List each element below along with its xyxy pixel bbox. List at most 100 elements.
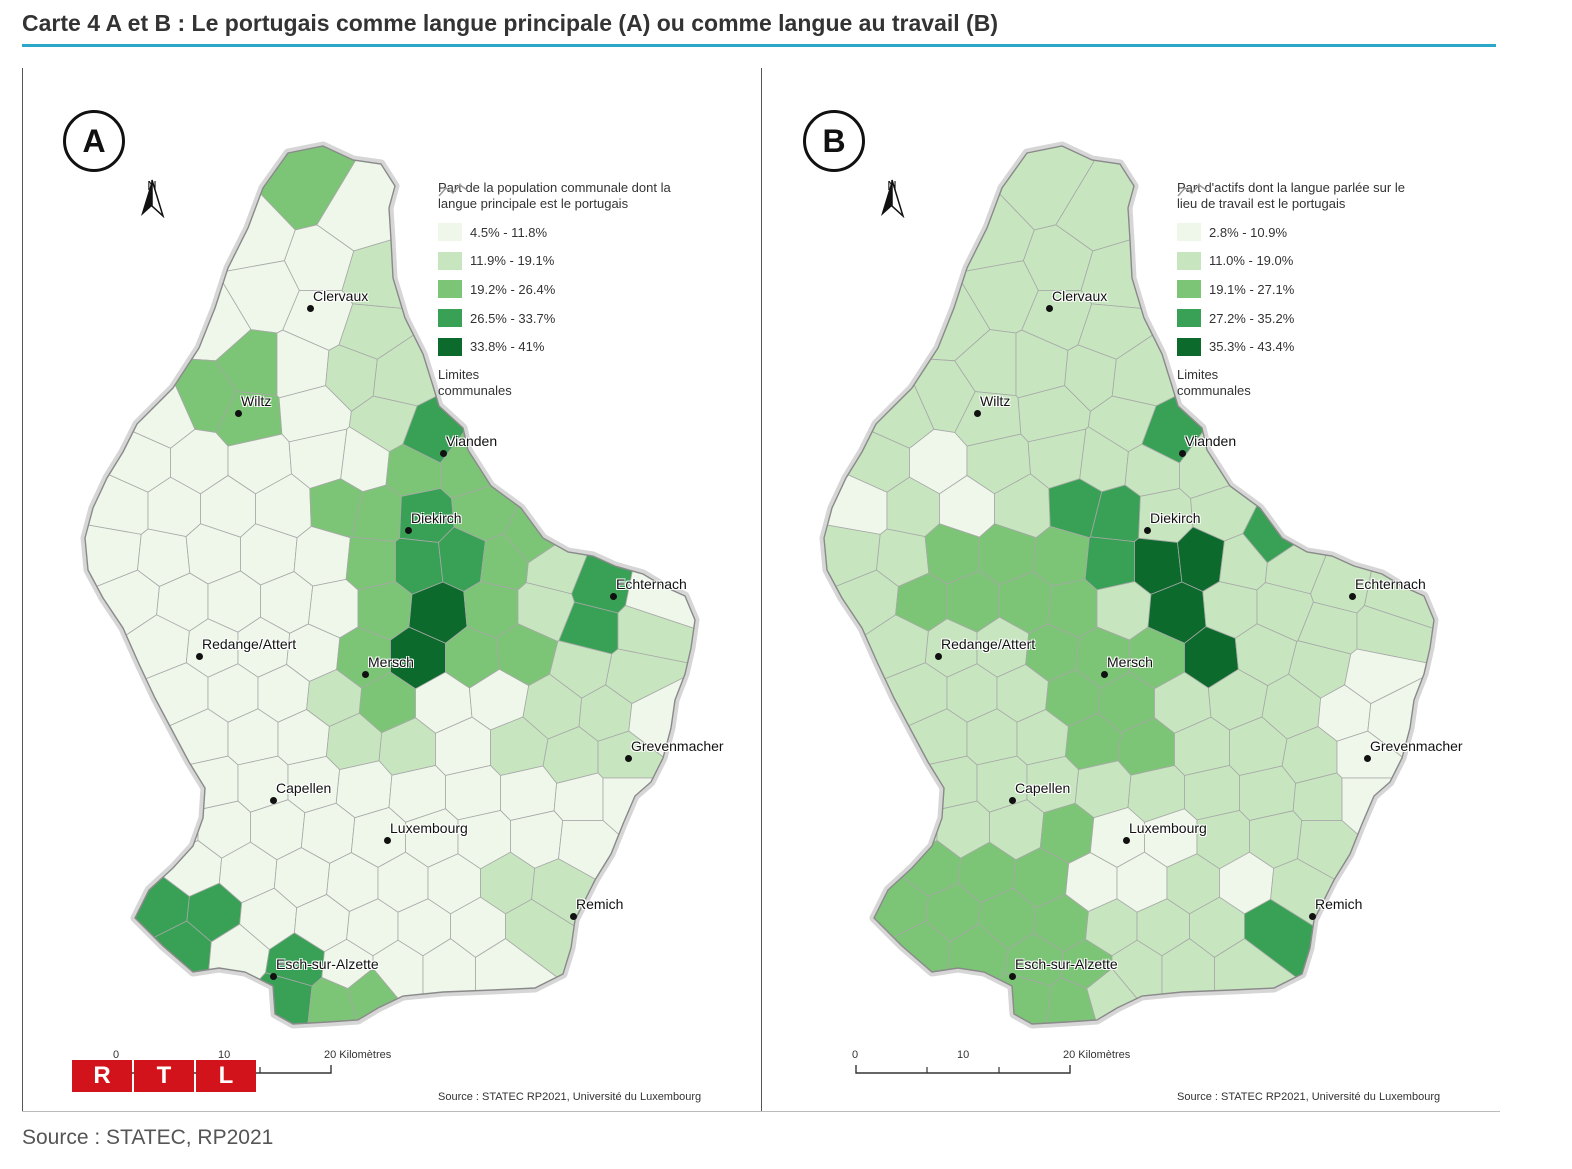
- commune-area: [1184, 765, 1240, 821]
- commune-area: [445, 765, 501, 821]
- rtl-logo-tile: R: [72, 1060, 132, 1092]
- commune-boundary-icon: [438, 183, 468, 197]
- legend-swatch: [438, 309, 462, 328]
- city-marker: [234, 409, 242, 417]
- frame-left-border: [22, 68, 23, 1112]
- legend-limits-label-b: Limites communales: [1177, 366, 1251, 398]
- city-marker: [1178, 449, 1186, 457]
- city-label: Wiltz: [980, 393, 1011, 409]
- city-label: Mersch: [1107, 654, 1153, 670]
- legend-label: 2.8% - 10.9%: [1209, 224, 1288, 240]
- legend-a: Part de la population communale dont la …: [438, 180, 688, 399]
- city-marker: [1008, 972, 1016, 980]
- city-marker: [1143, 526, 1151, 534]
- legend-limits-label-a: Limites communales: [438, 366, 512, 398]
- city-marker: [624, 754, 632, 762]
- legend-class: 11.9% - 19.1%: [438, 247, 688, 276]
- city-label: Redange/Attert: [941, 636, 1036, 652]
- legend-swatch: [1177, 337, 1201, 356]
- north-arrow-b: N: [877, 178, 907, 218]
- legend-rows-b: 2.8% - 10.9% 11.0% - 19.0% 19.1% - 27.1% 27…: [1177, 218, 1427, 361]
- legend-b: Part d'actifs dont la langue parlée sur …: [1177, 180, 1427, 399]
- city-label: Esch-sur-Alzette: [1015, 956, 1118, 972]
- city-marker: [1100, 670, 1108, 678]
- frame-divider: [761, 68, 762, 1112]
- legend-swatch: [438, 251, 462, 270]
- city-marker: [439, 449, 447, 457]
- legend-class: 2.8% - 10.9%: [1177, 218, 1427, 247]
- city-marker: [383, 836, 391, 844]
- legend-label: 19.1% - 27.1%: [1209, 281, 1295, 297]
- frame-bottom-border: [22, 1111, 1500, 1112]
- map-panel-a: A N Part de la population communale dont…: [23, 68, 761, 1110]
- map-source-a: Source : STATEC RP2021, Université du Lu…: [438, 1091, 702, 1103]
- city-label: Grevenmacher: [1370, 738, 1463, 754]
- legend-label: 11.0% - 19.0%: [1209, 253, 1294, 269]
- legend-swatch: [1177, 223, 1201, 242]
- city-label: Remich: [576, 896, 624, 912]
- city-label: Echternach: [616, 576, 687, 592]
- legend-swatch: [1177, 251, 1201, 270]
- map-b-svg: [819, 141, 1439, 1074]
- country-border: [84, 145, 696, 1025]
- city-label: Wiltz: [241, 393, 272, 409]
- legend-class: 11.0% - 19.0%: [1177, 247, 1427, 276]
- legend-swatch: [1177, 309, 1201, 328]
- city-label: Capellen: [1015, 780, 1071, 796]
- legend-label: 26.5% - 33.7%: [470, 310, 556, 326]
- commune-boundary-icon: [1177, 183, 1207, 197]
- city-label: Luxembourg: [390, 820, 468, 836]
- scale-tick-10-b: 10: [957, 1049, 970, 1061]
- city-marker: [569, 912, 577, 920]
- city-marker: [1363, 754, 1371, 762]
- north-arrow-a: N: [137, 178, 167, 218]
- legend-label: 19.2% - 26.4%: [470, 281, 556, 297]
- legend-title-b: Part d'actifs dont la langue parlée sur …: [1177, 180, 1405, 211]
- city-marker: [609, 592, 617, 600]
- commune-area: [293, 525, 351, 587]
- communes-a: [84, 145, 696, 1025]
- commune-area: [1084, 536, 1135, 591]
- city-marker: [934, 652, 942, 660]
- city-marker: [306, 304, 314, 312]
- city-label: Esch-sur-Alzette: [276, 956, 379, 972]
- rtl-logo-tile: T: [134, 1060, 194, 1092]
- legend-class: 19.1% - 27.1%: [1177, 275, 1427, 304]
- city-label: Vianden: [446, 433, 498, 449]
- city-marker: [1045, 304, 1053, 312]
- legend-class: 33.8% - 41%: [438, 332, 688, 361]
- legend-label: 4.5% - 11.8%: [470, 224, 548, 240]
- legend-swatch: [438, 223, 462, 242]
- city-marker: [1348, 592, 1356, 600]
- commune-area: [345, 536, 396, 591]
- map-a-svg: [80, 141, 700, 1074]
- scale-bar-b: [855, 1065, 1071, 1074]
- legend-swatch: [438, 280, 462, 299]
- legend-swatch: [1177, 280, 1201, 299]
- legend-swatch: [438, 337, 462, 356]
- city-label: Clervaux: [1052, 288, 1108, 304]
- legend-class: 35.3% - 43.4%: [1177, 332, 1427, 361]
- scale-tick-0-b: 0: [852, 1049, 859, 1061]
- commune-area: [1032, 525, 1090, 587]
- city-label: Diekirch: [1150, 510, 1201, 526]
- legend-class: 26.5% - 33.7%: [438, 304, 688, 333]
- north-arrow-icon: [881, 179, 905, 218]
- panel-letter-b: B: [803, 110, 865, 172]
- legend-title-a: Part de la population communale dont la …: [438, 180, 671, 211]
- scale-tick-20-a: 20 Kilomètres: [324, 1049, 392, 1061]
- map-panel-b: B N Part d'actifs dont la langue parlée …: [762, 68, 1500, 1110]
- legend-label: 35.3% - 43.4%: [1209, 339, 1295, 355]
- city-label: Grevenmacher: [631, 738, 724, 754]
- city-marker: [404, 526, 412, 534]
- city-marker: [269, 972, 277, 980]
- north-arrow-icon: [141, 179, 165, 218]
- legend-rows-a: 4.5% - 11.8% 11.9% - 19.1% 19.2% - 26.4% 26…: [438, 218, 688, 361]
- legend-class: 4.5% - 11.8%: [438, 218, 688, 247]
- scale-tick-10-a: 10: [218, 1049, 231, 1061]
- panel-letter-a: A: [63, 110, 125, 172]
- city-marker: [1008, 796, 1016, 804]
- legend-label: 27.2% - 35.2%: [1209, 310, 1295, 326]
- legend-limits-b: Limites communales: [1177, 183, 1427, 399]
